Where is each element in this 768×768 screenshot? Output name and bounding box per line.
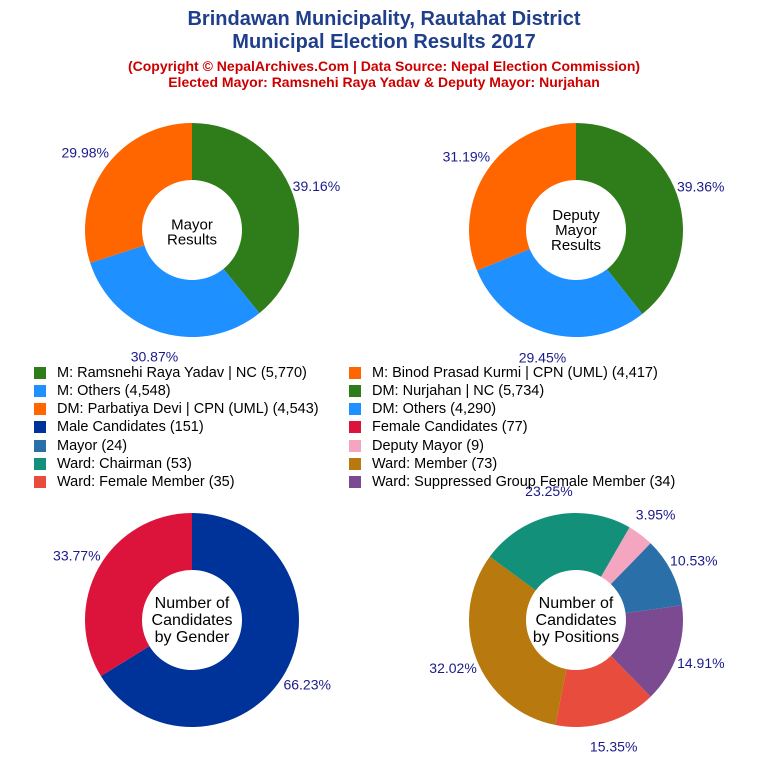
legend-item: M: Ramsnehi Raya Yadav | NC (5,770) bbox=[34, 364, 307, 381]
slice-percent-label: 39.36% bbox=[677, 179, 724, 195]
donut-center-label: Number of bbox=[539, 595, 614, 612]
donut-center-label: Mayor bbox=[171, 217, 213, 234]
legend-swatch bbox=[34, 384, 46, 397]
legend-swatch bbox=[349, 458, 361, 470]
chart-subtitle-elected: Elected Mayor: Ramsnehi Raya Yadav & Dep… bbox=[168, 74, 600, 90]
slice-percent-label: 15.35% bbox=[590, 739, 637, 755]
legend-item: Ward: Suppressed Group Female Member (34… bbox=[349, 474, 675, 491]
legend-item: Ward: Member (73) bbox=[349, 456, 497, 473]
donut-slice bbox=[84, 123, 192, 263]
slice-percent-label: 10.53% bbox=[670, 552, 717, 568]
donut-slice bbox=[84, 513, 192, 677]
legend-swatch bbox=[34, 403, 46, 416]
donut-slice bbox=[90, 245, 260, 337]
donut-slice bbox=[100, 513, 299, 727]
donut-center-label: Results bbox=[551, 237, 601, 254]
legend-label: Deputy Mayor (9) bbox=[372, 437, 485, 454]
slice-percent-label: 66.23% bbox=[283, 676, 330, 692]
slice-percent-label: 29.45% bbox=[519, 350, 566, 366]
legend-item: M: Others (4,548) bbox=[34, 382, 171, 399]
slice-percent-label: 14.91% bbox=[677, 655, 724, 671]
slice-percent-label: 31.19% bbox=[443, 148, 490, 164]
legend-swatch bbox=[349, 439, 361, 452]
legend-item: Ward: Chairman (53) bbox=[34, 456, 192, 473]
legend-label: M: Binod Prasad Kurmi | CPN (UML) (4,417… bbox=[372, 364, 658, 381]
slice-percent-label: 3.95% bbox=[636, 507, 676, 523]
legend-swatch bbox=[349, 476, 361, 489]
donut-slice bbox=[489, 513, 630, 591]
legend-label: M: Others (4,548) bbox=[57, 382, 171, 399]
legend-swatch bbox=[34, 439, 46, 452]
legend-label: Ward: Chairman (53) bbox=[57, 456, 192, 472]
legend-label: Female Candidates (77) bbox=[372, 419, 528, 436]
donut-center-label: Mayor bbox=[555, 222, 597, 239]
slice-percent-label: 32.02% bbox=[429, 660, 476, 676]
legend-label: Mayor (24) bbox=[57, 437, 128, 454]
legend-label: Ward: Female Member (35) bbox=[57, 474, 235, 491]
legend-swatch bbox=[34, 458, 46, 470]
legend-item: Male Candidates (151) bbox=[34, 419, 204, 436]
slice-percent-label: 30.87% bbox=[131, 349, 178, 365]
donut-slice bbox=[555, 655, 651, 728]
donut-slice bbox=[476, 248, 643, 338]
legend-item: DM: Others (4,290) bbox=[349, 401, 496, 418]
donut-slice bbox=[468, 123, 576, 271]
chart-title-line1: Brindawan Municipality, Rautahat Distric… bbox=[187, 8, 581, 30]
slice-percent-label: 29.98% bbox=[62, 144, 109, 160]
legend-item: Ward: Female Member (35) bbox=[34, 474, 235, 491]
slice-percent-label: 33.77% bbox=[53, 548, 100, 564]
chart-subtitle-copyright: (Copyright © NepalArchives.Com | Data So… bbox=[127, 58, 641, 74]
legend-label: DM: Others (4,290) bbox=[372, 401, 497, 418]
legend-swatch bbox=[34, 421, 46, 434]
legend-label: DM: Nurjahan | NC (5,734) bbox=[372, 382, 545, 399]
donut-center-label: Candidates bbox=[152, 612, 233, 629]
legend-swatch bbox=[349, 403, 361, 416]
donut-slice bbox=[610, 605, 683, 697]
legend-label: Male Candidates (151) bbox=[57, 419, 204, 436]
donut-center-label: Results bbox=[167, 232, 217, 249]
donut-slice bbox=[576, 123, 683, 314]
slice-percent-label: 23.25% bbox=[525, 483, 572, 499]
legend-item: M: Binod Prasad Kurmi | CPN (UML) (4,417… bbox=[349, 364, 658, 381]
legend-swatch bbox=[349, 366, 361, 379]
donut-slice bbox=[468, 556, 567, 726]
legend-swatch bbox=[34, 476, 46, 489]
legend-swatch bbox=[349, 384, 361, 397]
donut-center-label: Number of bbox=[155, 595, 230, 612]
legend-item: Deputy Mayor (9) bbox=[349, 437, 484, 454]
donut-center-label: by Positions bbox=[533, 629, 619, 646]
legend-label: M: Ramsnehi Raya Yadav | NC (5,770) bbox=[57, 364, 307, 381]
donut-center-label: Candidates bbox=[536, 612, 617, 629]
legend-label: Ward: Member (73) bbox=[372, 456, 498, 472]
legend-item: DM: Nurjahan | NC (5,734) bbox=[349, 382, 544, 399]
legend-item: Female Candidates (77) bbox=[349, 419, 528, 436]
donut-slice bbox=[192, 123, 299, 314]
legend-label: Ward: Suppressed Group Female Member (34… bbox=[372, 474, 676, 491]
donut-slice bbox=[610, 543, 682, 614]
chart-title-line2: Municipal Election Results 2017 bbox=[232, 31, 536, 53]
donut-center-label: Deputy bbox=[552, 207, 600, 224]
legend-item: DM: Parbatiya Devi | CPN (UML) (4,543) bbox=[34, 401, 319, 418]
legend-swatch bbox=[349, 421, 361, 434]
legend-label: DM: Parbatiya Devi | CPN (UML) (4,543) bbox=[57, 401, 319, 418]
donut-slice bbox=[601, 527, 651, 585]
legend-swatch bbox=[34, 366, 46, 379]
legend-item: Mayor (24) bbox=[34, 437, 127, 454]
donut-center-label: by Gender bbox=[155, 629, 230, 646]
slice-percent-label: 39.16% bbox=[293, 178, 340, 194]
